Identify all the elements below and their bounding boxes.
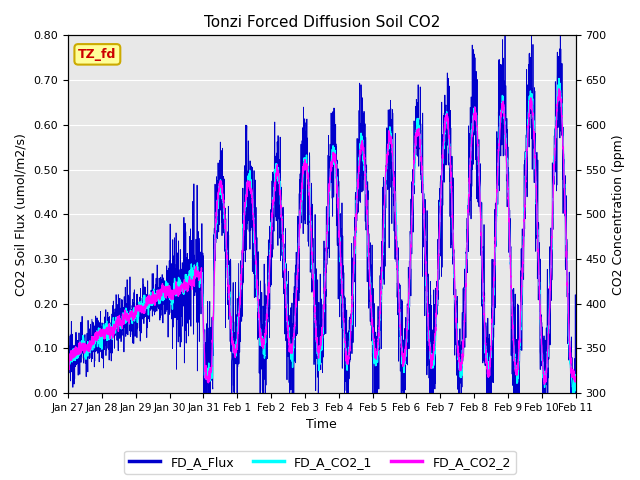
Y-axis label: CO2 Concentration (ppm): CO2 Concentration (ppm): [612, 134, 625, 295]
Y-axis label: CO2 Soil Flux (umol/m2/s): CO2 Soil Flux (umol/m2/s): [15, 133, 28, 296]
Title: Tonzi Forced Diffusion Soil CO2: Tonzi Forced Diffusion Soil CO2: [204, 15, 440, 30]
X-axis label: Time: Time: [307, 419, 337, 432]
Legend: FD_A_Flux, FD_A_CO2_1, FD_A_CO2_2: FD_A_Flux, FD_A_CO2_1, FD_A_CO2_2: [124, 451, 516, 474]
Text: TZ_fd: TZ_fd: [78, 48, 116, 61]
